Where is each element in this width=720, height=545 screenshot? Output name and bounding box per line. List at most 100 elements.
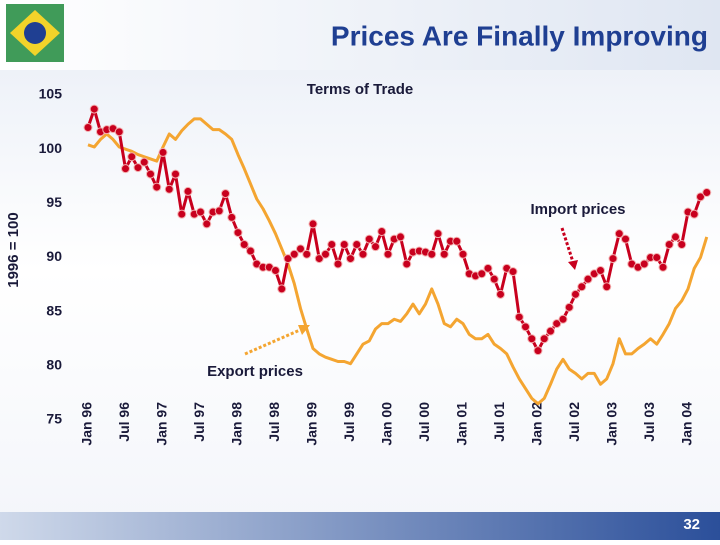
- data-point: [339, 240, 349, 249]
- data-point: [696, 192, 705, 202]
- data-point: [689, 209, 699, 219]
- x-tick-label: Jul 98: [266, 402, 282, 442]
- x-tick-label: Jul 00: [416, 402, 432, 442]
- annotation-arrows: [244, 227, 578, 356]
- data-point: [671, 232, 680, 242]
- data-point: [664, 240, 674, 249]
- data-point: [327, 240, 337, 249]
- data-point: [539, 334, 549, 344]
- data-point: [558, 314, 568, 324]
- data-point: [121, 164, 130, 174]
- data-point: [227, 212, 237, 222]
- data-point: [577, 282, 587, 292]
- data-point: [177, 209, 187, 219]
- data-point: [564, 302, 574, 312]
- x-tick-label: Jul 02: [566, 402, 582, 442]
- data-point: [489, 274, 499, 284]
- data-point: [114, 127, 124, 137]
- data-point: [164, 184, 174, 194]
- data-point: [221, 189, 230, 199]
- data-point: [527, 334, 537, 344]
- data-point: [289, 249, 299, 259]
- slide-title: Prices Are Finally Improving: [331, 20, 708, 51]
- data-point: [383, 249, 393, 259]
- data-point: [352, 240, 362, 249]
- data-point: [477, 269, 487, 279]
- chart-subtitle: Terms of Trade: [307, 81, 413, 98]
- data-point: [533, 346, 543, 356]
- series-label: Import prices: [530, 201, 625, 218]
- footer: [0, 512, 720, 540]
- data-point: [458, 249, 468, 259]
- data-point: [233, 228, 243, 238]
- data-point: [283, 254, 293, 264]
- data-point: [608, 254, 618, 264]
- data-point: [296, 244, 305, 254]
- data-point: [583, 274, 593, 284]
- data-point: [133, 163, 143, 173]
- data-point: [346, 254, 355, 264]
- x-tick-label: Jul 97: [191, 402, 207, 442]
- data-point: [433, 229, 443, 239]
- y-tick-label: 95: [46, 194, 62, 210]
- data-point: [496, 289, 505, 299]
- flag-icon: [6, 4, 64, 62]
- data-point: [183, 186, 193, 196]
- x-tick-label: Jul 03: [641, 402, 657, 442]
- data-point: [602, 282, 612, 292]
- data-point: [508, 267, 518, 277]
- data-point: [271, 266, 280, 275]
- data-point: [514, 312, 524, 322]
- y-tick-label: 80: [46, 357, 62, 373]
- y-tick-label: 105: [39, 86, 63, 102]
- data-point: [308, 219, 318, 229]
- data-point: [377, 227, 387, 236]
- data-point: [483, 263, 493, 273]
- data-point: [158, 147, 168, 157]
- x-tick-label: Jan 03: [604, 402, 620, 446]
- data-point: [214, 206, 224, 216]
- data-point: [552, 319, 562, 329]
- x-tick-label: Jan 01: [454, 402, 470, 446]
- x-tick-label: Jan 00: [379, 402, 395, 446]
- x-tick-label: Jul 99: [341, 402, 357, 442]
- x-tick-label: Jan 99: [304, 402, 320, 446]
- y-tick-label: 90: [46, 248, 62, 264]
- header: [0, 0, 720, 70]
- data-point: [246, 246, 255, 256]
- data-point: [196, 207, 205, 217]
- y-axis-label: 1996 = 100: [5, 212, 22, 288]
- data-point: [652, 253, 662, 262]
- y-tick-label: 100: [39, 140, 63, 156]
- series-label: Export prices: [207, 363, 303, 380]
- x-tick-label: Jan 97: [154, 402, 170, 446]
- x-tick-label: Jan 96: [79, 402, 95, 446]
- data-point: [358, 249, 368, 259]
- x-tick-label: Jan 02: [529, 402, 545, 446]
- data-point: [152, 182, 162, 192]
- data-point: [314, 254, 324, 264]
- x-tick-label: Jul 01: [491, 402, 507, 442]
- data-point: [371, 242, 380, 252]
- data-point: [658, 262, 668, 272]
- data-point: [396, 232, 405, 242]
- data-point: [202, 219, 212, 229]
- data-point: [614, 229, 624, 239]
- x-tick-label: Jan 04: [679, 402, 695, 446]
- data-point: [302, 249, 312, 259]
- slide-number: 32: [683, 516, 700, 533]
- data-point: [596, 266, 605, 275]
- data-point: [139, 157, 149, 167]
- data-point: [521, 322, 530, 332]
- x-tick-label: Jul 96: [116, 402, 132, 442]
- data-point: [452, 236, 462, 246]
- series-line: [87, 117, 709, 406]
- data-point: [439, 249, 449, 259]
- data-point: [333, 259, 343, 269]
- data-point: [677, 240, 687, 249]
- data-point: [127, 152, 137, 162]
- data-point: [239, 240, 249, 249]
- data-point: [277, 284, 287, 294]
- data-point: [571, 289, 580, 299]
- data-point: [702, 188, 712, 197]
